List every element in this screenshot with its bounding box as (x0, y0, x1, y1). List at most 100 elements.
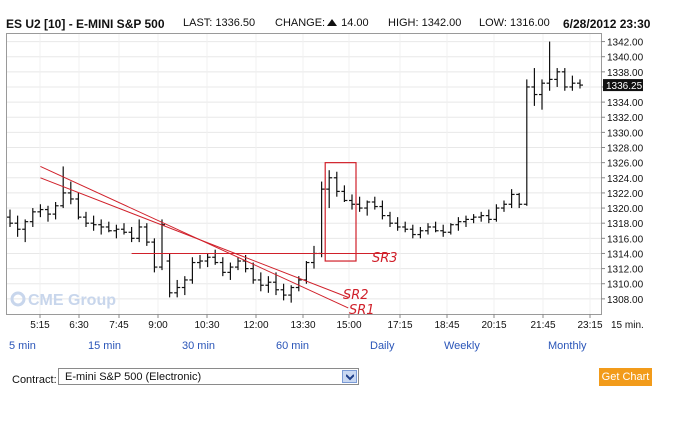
ohlc-bar (311, 245, 317, 269)
interval-daily[interactable]: Daily (370, 340, 395, 352)
contract-select[interactable]: E-mini S&P 500 (Electronic) (58, 368, 359, 385)
interval-monthly[interactable]: Monthly (548, 340, 587, 352)
ohlc-bar (212, 249, 219, 265)
interval-5min[interactable]: 5 min (9, 340, 36, 352)
x-tick-label: 15:00 (336, 320, 361, 331)
ohlc-bar (333, 171, 340, 197)
annotation-sr2: SR2 (343, 288, 369, 303)
interval-weekly[interactable]: Weekly (444, 340, 480, 352)
ohlc-bar (577, 79, 583, 89)
up-triangle-icon (327, 19, 338, 26)
ohlc-bar (371, 196, 378, 210)
ohlc-bar (113, 224, 120, 239)
interval-links: 5 min 15 min 30 min 60 min Daily Weekly … (0, 340, 691, 354)
ohlc-bar (52, 202, 59, 220)
ohlc-bar (280, 283, 287, 301)
x-tick-label: 20:15 (481, 320, 506, 331)
ohlc-bar (561, 68, 568, 91)
x-axis: 5:15 6:30 7:45 9:00 10:30 12:00 13:30 15:00 17:1… (30, 314, 644, 331)
ohlc-bar (478, 211, 485, 222)
ohlc-bar (447, 223, 454, 235)
y-tick-label: 1316.00 (607, 234, 644, 245)
ohlc-bar (432, 221, 439, 233)
x-tick-label: 10:30 (194, 320, 219, 331)
ohlc-bar (425, 223, 431, 235)
ohlc-bar (364, 200, 371, 216)
last-price-marker-label: 1336.25 (606, 81, 643, 92)
ohlc-bar (356, 196, 363, 212)
ohlc-bar (29, 208, 36, 227)
dropdown-button[interactable] (342, 370, 357, 383)
get-chart-button[interactable]: Get Chart (599, 368, 652, 386)
ohlc-bar (181, 276, 188, 296)
ohlc-bar (136, 219, 143, 243)
ohlc-bar (288, 285, 295, 303)
x-tick-label: 6:30 (69, 320, 89, 331)
ohlc-bar (379, 200, 386, 220)
ohlc-bar (539, 79, 545, 110)
contract-selected-value: E-mini S&P 500 (Electronic) (65, 371, 202, 383)
ohlc-bar (105, 221, 112, 233)
ohlc-bar (546, 41, 553, 91)
x-tick-label: 21:45 (530, 320, 555, 331)
interval-30min[interactable]: 30 min (182, 340, 216, 352)
interval-60min[interactable]: 60 min (276, 340, 310, 352)
interval-15min[interactable]: 15 min (88, 340, 122, 352)
ohlc-bar (159, 219, 165, 271)
ohlc-bar (121, 223, 127, 235)
ohlc-bar (227, 262, 234, 280)
ohlc-bar (394, 217, 401, 231)
ohlc-bar (493, 204, 500, 222)
x-tick-label: 23:15 (577, 320, 602, 331)
y-tick-label: 1328.00 (607, 144, 644, 155)
y-tick-label: 1324.00 (607, 174, 644, 185)
ohlc-bar (470, 214, 477, 224)
ohlc-bar (409, 224, 416, 239)
x-tick-label: 12:00 (243, 320, 268, 331)
ohlc-bar (341, 185, 348, 202)
y-tick-label: 1318.00 (607, 219, 644, 230)
y-tick-label: 1310.00 (607, 280, 644, 291)
ohlc-bar (516, 192, 523, 209)
ohlc-bar (485, 209, 492, 224)
ohlc-bar (257, 272, 264, 292)
ohlc-bar (508, 189, 515, 209)
ohlc-bar (67, 181, 74, 205)
ohlc-bar (37, 204, 44, 218)
ohlc-bar (387, 211, 393, 227)
ohlc-bar (174, 279, 181, 298)
x-tick-label: 18:45 (434, 320, 459, 331)
ohlc-bar (189, 257, 196, 284)
quote-datetime: 6/28/2012 23:30 (563, 17, 651, 31)
ohlc-bar (440, 224, 447, 237)
y-tick-label: 1340.00 (607, 53, 644, 64)
quote-header: ES U2 [10] - E-MINI S&P 500 LAST: 1336.5… (0, 0, 691, 31)
last-price-label: LAST: 1336.50 (183, 17, 256, 29)
chevron-down-icon (346, 374, 354, 381)
x-tick-label: 5:15 (30, 320, 50, 331)
y-tick-label: 1308.00 (607, 295, 644, 306)
change-label: CHANGE: 14.00 (275, 17, 369, 29)
ohlc-bar (219, 257, 226, 277)
ohlc-bar (22, 219, 29, 243)
y-tick-label: 1326.00 (607, 159, 644, 170)
ohlc-bar (273, 272, 279, 296)
x-tick-label: 9:00 (148, 320, 168, 331)
change-prefix: CHANGE: (275, 17, 326, 29)
ohlc-bar (349, 194, 355, 210)
ohlc-bar (197, 254, 203, 269)
ohlc-bar (250, 262, 257, 284)
trendline-sr2 (40, 177, 349, 298)
ohlc-bar (14, 215, 21, 237)
ohlc-bar (98, 219, 105, 235)
y-tick-label: 1334.00 (607, 98, 644, 109)
x-tick-label: 7:45 (109, 320, 129, 331)
ohlc-bar (75, 192, 82, 220)
ohlc-bar (83, 211, 89, 227)
last-price-marker (603, 79, 643, 92)
high-label: HIGH: 1342.00 (388, 17, 462, 29)
ohlc-bar (463, 215, 469, 227)
y-tick-label: 1312.00 (607, 265, 644, 276)
ohlc-bar (531, 68, 538, 106)
